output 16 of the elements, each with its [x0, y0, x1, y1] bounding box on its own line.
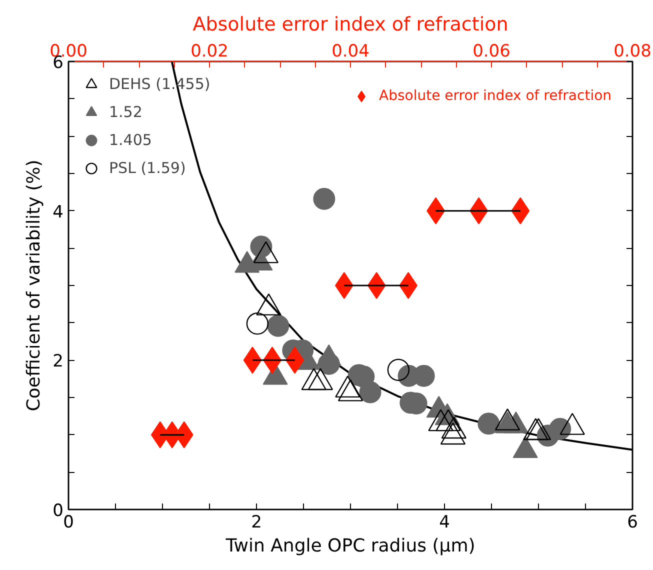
- legend-label: 1.405: [109, 131, 152, 149]
- y-axis-title: Coefficient of variability (%): [24, 160, 45, 412]
- y-tick-label: 2: [52, 352, 64, 372]
- legend-label: 1.52: [109, 103, 142, 121]
- legend-label: Absolute error index of refraction: [379, 88, 612, 104]
- x2-tick-label: 0.04: [332, 42, 370, 62]
- x2-tick-label: 0.08: [614, 42, 652, 62]
- x-tick-label: 6: [627, 512, 638, 532]
- x2-tick-label: 0.06: [472, 42, 510, 62]
- x-axis-title: Twin Angle OPC radius (µm): [224, 536, 476, 556]
- legend-label: PSL (1.59): [109, 159, 186, 177]
- x-tick-label: 2: [251, 512, 262, 532]
- x2-tick-label: 0.02: [190, 42, 228, 62]
- x-tick-label: 4: [439, 512, 450, 532]
- y-tick-label: 4: [52, 202, 64, 222]
- x2-axis-title: Absolute error index of refraction: [192, 14, 508, 36]
